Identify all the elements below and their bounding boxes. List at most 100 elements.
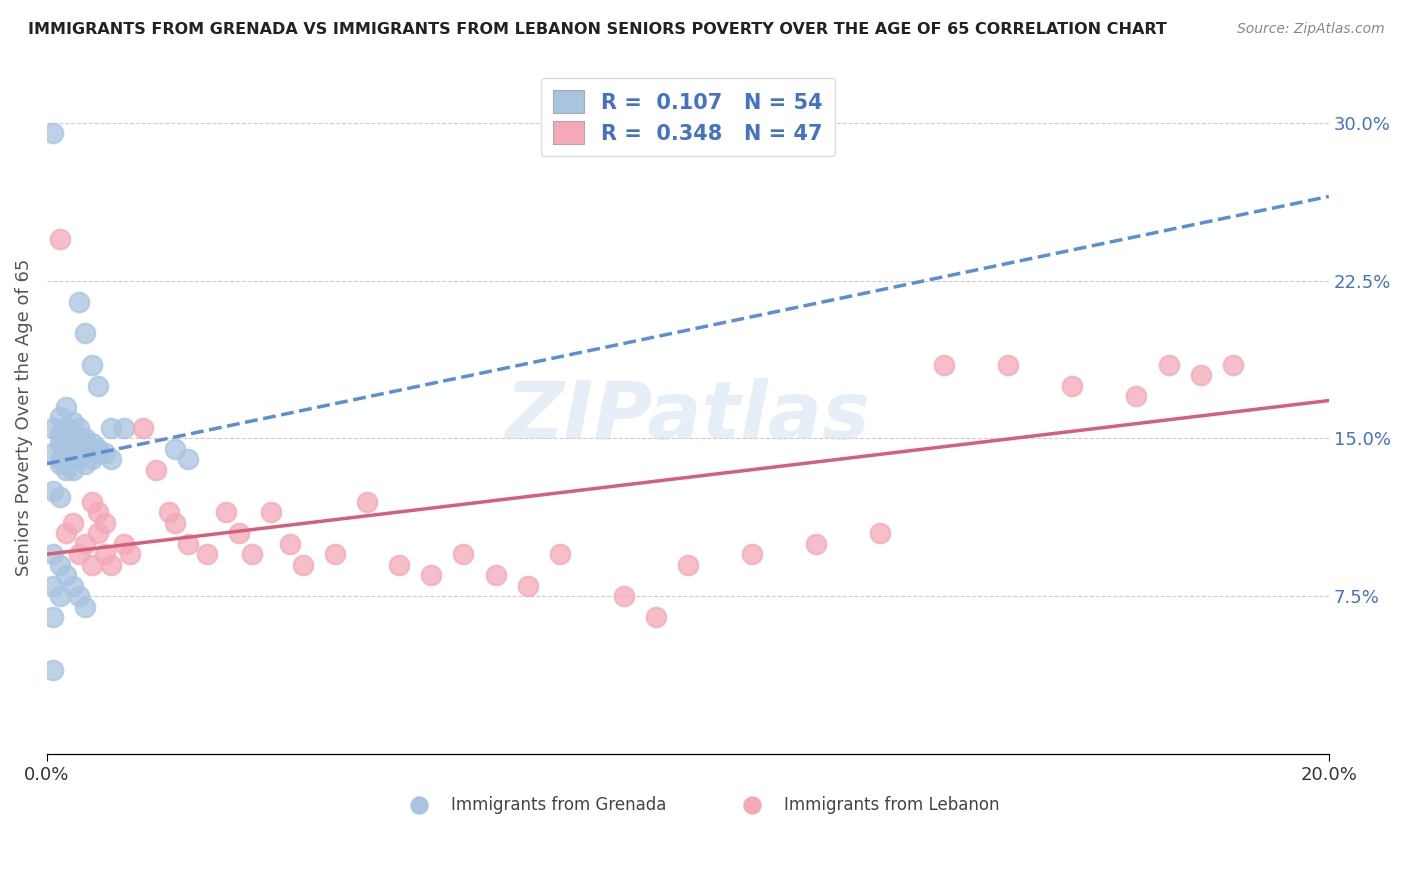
Point: [42, 663, 65, 677]
Y-axis label: Seniors Poverty Over the Age of 65: Seniors Poverty Over the Age of 65: [15, 259, 32, 576]
Point: [120, 547, 142, 561]
Point: [1222, 358, 1244, 372]
Point: [613, 589, 636, 603]
Point: [240, 547, 263, 561]
Point: [87, 442, 110, 456]
Point: [741, 547, 763, 561]
Point: [62, 463, 84, 477]
Point: [75, 446, 97, 460]
Point: [420, 568, 443, 582]
Point: [62, 446, 84, 460]
Point: [165, 442, 187, 456]
Point: [48, 589, 70, 603]
Point: [804, 536, 827, 550]
Point: [42, 446, 65, 460]
Point: [1189, 368, 1212, 383]
Point: [80, 442, 103, 456]
Point: [157, 505, 180, 519]
Point: [75, 457, 97, 471]
Point: [48, 457, 70, 471]
Point: [80, 452, 103, 467]
Point: [75, 536, 97, 550]
Point: [112, 536, 135, 550]
Point: [42, 421, 65, 435]
Point: [62, 415, 84, 429]
Point: [934, 358, 956, 372]
Point: [195, 547, 218, 561]
Point: [1157, 358, 1180, 372]
Point: [42, 610, 65, 624]
Point: [67, 421, 90, 435]
Point: [75, 326, 97, 341]
Point: [62, 516, 84, 530]
Point: [548, 547, 571, 561]
Point: [62, 427, 84, 442]
Point: [67, 547, 90, 561]
Point: [676, 558, 699, 572]
Point: [87, 505, 110, 519]
Point: [67, 589, 90, 603]
Point: [55, 568, 77, 582]
Point: [100, 421, 122, 435]
Point: [42, 483, 65, 498]
Point: [48, 231, 70, 245]
Point: [997, 358, 1019, 372]
Point: [67, 294, 90, 309]
Point: [80, 358, 103, 372]
Point: [67, 432, 90, 446]
Point: [55, 463, 77, 477]
Point: [67, 452, 90, 467]
Point: [165, 516, 187, 530]
Point: [80, 558, 103, 572]
Legend: R =  0.107   N = 54, R =  0.348   N = 47: R = 0.107 N = 54, R = 0.348 N = 47: [540, 78, 835, 156]
Point: [177, 536, 200, 550]
Point: [112, 421, 135, 435]
Text: ZIPatlas: ZIPatlas: [505, 378, 870, 457]
Point: [260, 505, 283, 519]
Text: Immigrants from Grenada: Immigrants from Grenada: [451, 796, 666, 814]
Text: Source: ZipAtlas.com: Source: ZipAtlas.com: [1237, 22, 1385, 37]
Point: [93, 516, 115, 530]
Point: [42, 579, 65, 593]
Point: [75, 435, 97, 450]
Point: [1125, 389, 1147, 403]
Point: [869, 526, 891, 541]
Point: [516, 579, 538, 593]
Point: [93, 547, 115, 561]
Point: [132, 421, 155, 435]
Point: [644, 610, 666, 624]
Text: IMMIGRANTS FROM GRENADA VS IMMIGRANTS FROM LEBANON SENIORS POVERTY OVER THE AGE : IMMIGRANTS FROM GRENADA VS IMMIGRANTS FR…: [28, 22, 1167, 37]
Point: [228, 526, 250, 541]
Point: [323, 547, 346, 561]
Point: [356, 494, 378, 508]
Point: [280, 536, 302, 550]
Point: [292, 558, 315, 572]
Point: [87, 526, 110, 541]
Point: [100, 452, 122, 467]
Point: [67, 442, 90, 456]
Point: [87, 446, 110, 460]
Point: [42, 127, 65, 141]
Point: [87, 379, 110, 393]
Point: [55, 457, 77, 471]
Point: [453, 547, 475, 561]
Point: [48, 427, 70, 442]
Point: [48, 452, 70, 467]
Point: [80, 435, 103, 450]
Point: [177, 452, 200, 467]
Point: [388, 558, 411, 572]
Point: [62, 435, 84, 450]
Point: [55, 432, 77, 446]
Point: [55, 442, 77, 456]
Point: [93, 446, 115, 460]
Point: [62, 579, 84, 593]
Point: [55, 526, 77, 541]
Point: [42, 547, 65, 561]
Text: Immigrants from Lebanon: Immigrants from Lebanon: [785, 796, 1000, 814]
Point: [55, 421, 77, 435]
Point: [484, 568, 506, 582]
Point: [145, 463, 167, 477]
Point: [75, 599, 97, 614]
Point: [55, 400, 77, 414]
Point: [215, 505, 238, 519]
